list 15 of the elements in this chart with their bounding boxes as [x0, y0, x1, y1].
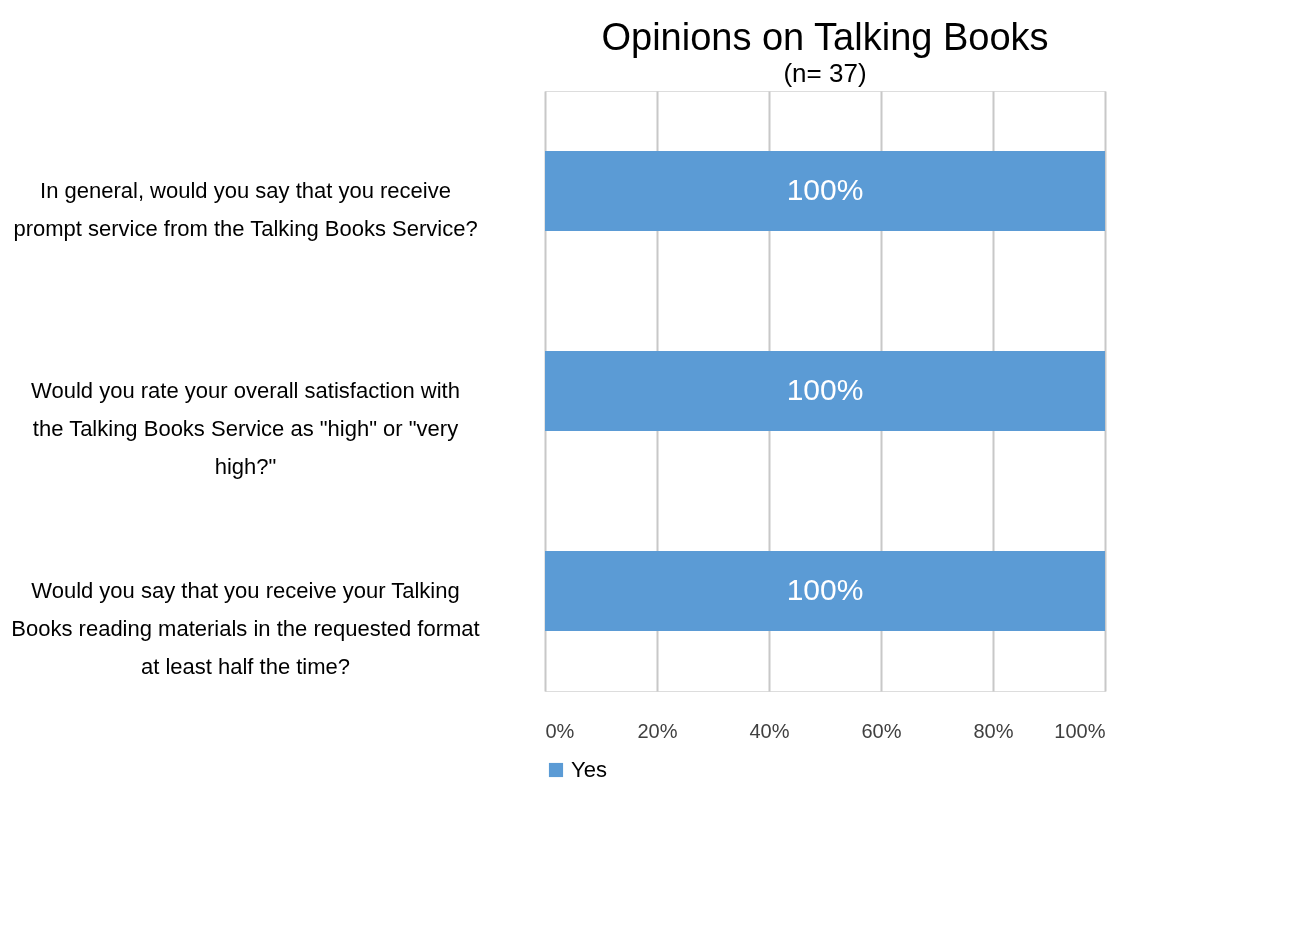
y-tick-label: Would you say that you receive your Talking Books reading materials in the requested format at least half the time?	[11, 578, 480, 679]
data-label: 100%	[786, 573, 864, 606]
y-tick-label: Would you rate your overall satisfaction with the Talking Books Service as "high" or "very high?"	[31, 378, 460, 479]
legend-label: Yes	[571, 757, 607, 782]
chart-subtitle: (n= 37)	[783, 58, 867, 88]
x-tick-label: 0%	[545, 719, 575, 742]
x-tick-label: 20%	[637, 719, 678, 742]
data-label: 100%	[786, 173, 864, 206]
x-tick-label: 100%	[1054, 719, 1106, 742]
chart-title: Opinions on Talking Books	[601, 16, 1049, 58]
x-tick-label: 40%	[749, 719, 790, 742]
x-tick-label: 60%	[861, 719, 902, 742]
data-label: 100%	[786, 373, 864, 406]
x-tick-label: 80%	[973, 719, 1014, 742]
y-tick-label: In general, would you say that you receive prompt service from the Talking Books Service?	[13, 178, 478, 241]
